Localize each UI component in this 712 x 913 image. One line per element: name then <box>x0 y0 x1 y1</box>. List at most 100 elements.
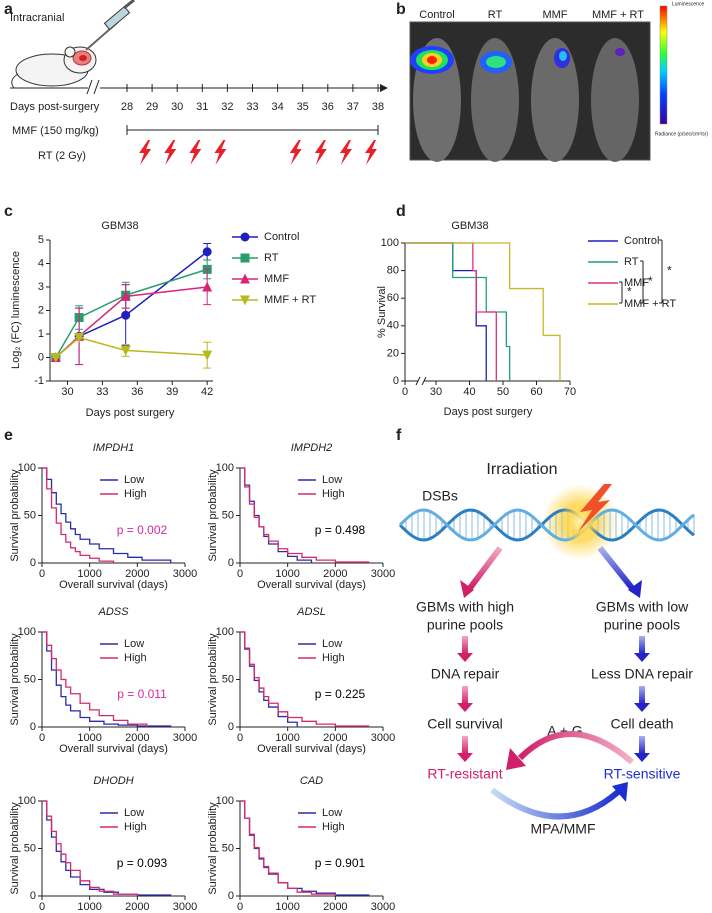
x-tick-label: 42 <box>201 386 213 398</box>
flow-arrow <box>467 546 503 590</box>
y-tick-label: 100 <box>18 626 36 638</box>
y-tick-label: 50 <box>24 673 36 685</box>
x-tick-label: 0 <box>402 386 408 398</box>
chart-title: DHODH <box>93 775 133 787</box>
x-tick-label: 0 <box>237 732 243 744</box>
x-tick-label: 0 <box>39 901 45 913</box>
y-tick-label: 100 <box>18 462 36 474</box>
flow-arrow <box>462 736 468 754</box>
marker <box>240 253 250 263</box>
panel-label: d <box>396 203 406 220</box>
x-tick-label: 2000 <box>323 568 347 580</box>
marker <box>202 281 213 292</box>
left-step: DNA repair <box>431 666 500 682</box>
rt-bolt <box>189 140 202 165</box>
legend-label: Control <box>264 231 299 243</box>
survival-curve <box>42 467 172 563</box>
y-tick-label: 1 <box>38 328 44 340</box>
timeline-tick-label: 36 <box>322 101 334 113</box>
y-tick-label: 100 <box>381 237 399 249</box>
x-axis-label: Days post surgery <box>86 407 175 419</box>
x-tick-label: 40 <box>463 386 475 398</box>
rt-bolt <box>164 140 177 165</box>
y-tick-label: 100 <box>18 795 36 807</box>
survival-curve <box>405 242 487 381</box>
x-tick-label: 2000 <box>125 568 149 580</box>
left-title: purine pools <box>427 617 503 633</box>
survival-curve <box>42 800 138 896</box>
y-tick-label: 2 <box>38 304 44 316</box>
x-tick-label: 0 <box>237 901 243 913</box>
timeline-tick-label: 31 <box>196 101 208 113</box>
x-axis-label: Overall survival (days) <box>59 579 168 591</box>
x-tick-label: 2000 <box>125 732 149 744</box>
x-tick-label: 0 <box>237 568 243 580</box>
flow-arrow-head <box>457 653 473 662</box>
x-axis-label: Overall survival (days) <box>257 579 366 591</box>
x-tick-label: 50 <box>497 386 509 398</box>
marker <box>74 333 85 343</box>
x-axis-label: Overall survival (days) <box>257 912 366 913</box>
rt-bolt <box>139 140 152 165</box>
flow-arrow <box>597 546 635 590</box>
flow-arrow-head <box>460 580 474 598</box>
series-line <box>55 268 208 358</box>
survival-curve <box>240 800 336 896</box>
survival-curve <box>42 467 115 563</box>
legend-label: Low <box>322 474 342 486</box>
legend-label: High <box>124 488 147 500</box>
rt-bolt <box>314 140 327 165</box>
column-label: RT <box>488 9 503 21</box>
x-tick-label: 1000 <box>77 732 101 744</box>
p-value: p = 0.901 <box>315 856 366 870</box>
timeline-tick-label: 32 <box>221 101 233 113</box>
colorbar-unit: Radiance (p/sec/cm²/sr) <box>655 131 708 137</box>
flow-arrow-head <box>634 653 650 662</box>
axis-break <box>421 376 427 386</box>
panel-label: b <box>396 1 406 18</box>
timeline-tick-label: 35 <box>297 101 309 113</box>
significance-star: * <box>667 264 672 278</box>
x-tick-label: 39 <box>166 386 178 398</box>
chart-title: ADSL <box>296 606 326 618</box>
mouse-illustration <box>11 0 135 89</box>
legend-label: High <box>124 821 147 833</box>
column-label: Control <box>419 9 454 21</box>
injection-label: Intracranial <box>10 12 64 24</box>
marker <box>120 291 131 301</box>
survival-curve <box>405 242 561 381</box>
y-tick-label: 50 <box>222 673 234 685</box>
survival-curve <box>240 631 298 727</box>
left-step: RT-resistant <box>427 766 502 782</box>
series-line <box>55 336 208 359</box>
right-step: RT-sensitive <box>604 766 681 782</box>
y-tick-label: 100 <box>216 462 234 474</box>
axis-break <box>93 79 100 95</box>
flow-arrow-head <box>628 580 642 598</box>
marker <box>120 345 131 356</box>
x-axis-label: Overall survival (days) <box>59 912 168 913</box>
panel-label: c <box>4 203 13 220</box>
y-axis-label: Survival probability <box>207 802 219 895</box>
y-axis-label: Survival probability <box>9 633 21 726</box>
y-tick-label: 50 <box>222 842 234 854</box>
y-tick-label: 50 <box>24 842 36 854</box>
marker <box>202 247 212 257</box>
panel-label: a <box>4 1 13 18</box>
flow-arrow <box>639 686 645 704</box>
legend-label: Low <box>322 807 342 819</box>
timeline-tick-label: 37 <box>347 101 359 113</box>
legend-label: Control <box>624 235 659 247</box>
marker <box>240 232 250 242</box>
survival-curve <box>240 631 370 727</box>
rt-label: RT (2 Gy) <box>38 150 86 162</box>
legend-label: Low <box>124 638 144 650</box>
right-step: Cell death <box>610 716 673 732</box>
y-tick-label: 50 <box>24 509 36 521</box>
x-tick-label: 70 <box>564 386 576 398</box>
right-step: Less DNA repair <box>591 666 693 682</box>
y-tick-label: 0 <box>228 721 234 733</box>
flow-arrow <box>462 636 468 654</box>
p-value: p = 0.093 <box>117 856 168 870</box>
lightning <box>578 484 612 532</box>
